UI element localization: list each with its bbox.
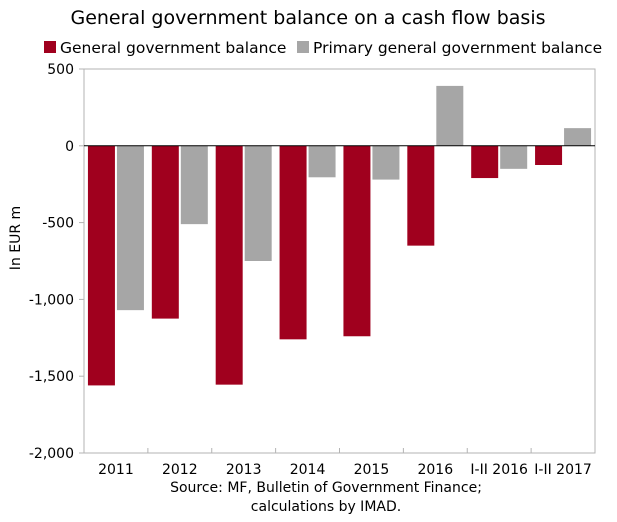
bar-general-2014 [279, 145, 307, 340]
x-tick-label-2014: 2014 [290, 462, 326, 478]
category-separators [147, 448, 532, 453]
x-tick-label-2012: 2012 [162, 462, 198, 478]
y-tick-label: 0 [65, 139, 74, 155]
y-axis-ticks: 500 0 -500 -1,000 -1,500 -2,000 [29, 62, 84, 462]
bar-primary-2016 [436, 85, 464, 146]
bar-primary-i-ii-2017 [564, 128, 592, 146]
bar-primary-i-ii-2016 [500, 145, 528, 169]
y-tick-label: -500 [42, 216, 74, 232]
bar-primary-2011 [116, 145, 144, 311]
bar-general-i-ii-2017 [535, 145, 563, 165]
bar-primary-2012 [180, 145, 208, 225]
bar-general-2015 [343, 145, 371, 337]
x-tick-label-2011: 2011 [98, 462, 134, 478]
y-tick-label: 500 [47, 62, 74, 78]
y-tick-label: -1,500 [29, 369, 74, 385]
bars [87, 85, 592, 386]
x-tick-label-2016: 2016 [417, 462, 453, 478]
y-axis-label: In EUR m [8, 206, 24, 270]
legend-swatch-primary [297, 41, 309, 53]
bar-primary-2014 [308, 145, 336, 178]
y-tick-label: -1,000 [29, 292, 74, 308]
source-line-2: calculations by IMAD. [251, 499, 401, 515]
chart-title: General government balance on a cash flo… [70, 7, 545, 29]
bar-primary-2013 [244, 145, 272, 261]
legend-label-primary: Primary general government balance [313, 39, 602, 57]
legend-swatch-general [44, 41, 56, 53]
bar-general-2016 [407, 145, 435, 246]
bar-primary-2015 [372, 145, 400, 180]
x-tick-label-2015: 2015 [354, 462, 390, 478]
legend: General government balance Primary gener… [44, 39, 602, 57]
bar-general-2011 [87, 145, 115, 386]
x-axis-ticks: 2011 2012 2013 2014 2015 2016 I-II 2016 I-II 20… [98, 462, 592, 478]
x-tick-label-2013: 2013 [226, 462, 262, 478]
legend-label-general: General government balance [60, 39, 286, 57]
bar-general-2013 [215, 145, 243, 385]
source-line-1: Source: MF, Bulletin of Government Finan… [170, 480, 482, 496]
y-tick-label: -2,000 [29, 446, 74, 462]
x-tick-label-i-ii-2017: I-II 2017 [534, 462, 592, 478]
bar-general-2012 [151, 145, 179, 319]
bar-general-i-ii-2016 [471, 145, 499, 179]
x-tick-label-i-ii-2016: I-II 2016 [470, 462, 528, 478]
